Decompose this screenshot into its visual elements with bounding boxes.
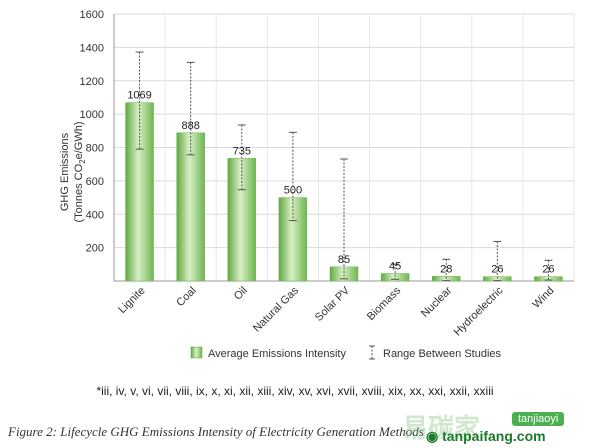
data-label-1: 888	[181, 120, 199, 132]
watermark-url-text: tanpaifang.com	[442, 428, 546, 444]
y-tick-label: 400	[86, 209, 104, 221]
legend-bar-swatch	[190, 346, 203, 359]
figure-caption: Figure 2: Lifecycle GHG Emissions Intens…	[8, 424, 424, 439]
data-label-3: 500	[284, 185, 302, 197]
watermark-globe-icon: ◉	[426, 428, 443, 444]
data-label-7: 26	[491, 264, 503, 276]
bar-0	[125, 102, 154, 282]
y-axis-label-line2-end: e/GWh)	[73, 121, 85, 159]
error-bar-0	[135, 51, 144, 150]
category-label-0: Lignite	[116, 285, 147, 316]
legend-range-label: Range Between Studies	[383, 348, 502, 360]
category-label-4: Solar PV	[313, 284, 353, 324]
category-label-8: Wind	[530, 285, 556, 311]
data-label-0: 1069	[127, 90, 151, 102]
legend-range-icon	[369, 345, 375, 360]
data-label-4: 85	[338, 254, 350, 266]
data-label-6: 28	[440, 263, 452, 275]
error-bar-3	[288, 131, 297, 222]
bar-1	[176, 132, 205, 282]
y-tick-label: 800	[86, 143, 104, 155]
y-tick-label: 1200	[80, 76, 104, 88]
error-bar-7	[493, 240, 502, 282]
bar-4	[329, 266, 359, 282]
error-bar-2	[237, 124, 246, 191]
error-bar-8	[544, 259, 553, 281]
bar-3	[278, 197, 308, 282]
error-bar-5	[391, 263, 400, 280]
watermark-url: ◉ tanpaifang.com	[426, 428, 546, 445]
bars	[125, 102, 563, 282]
data-labels: 1069 888 735 500 85 45 28 26 26	[127, 90, 554, 276]
error-bar-6	[442, 258, 451, 282]
data-label-5: 45	[389, 260, 401, 272]
category-label-3: Natural Gas	[251, 284, 301, 334]
legend: Average Emissions Intensity Range Betwee…	[190, 345, 502, 360]
error-bar-4	[340, 158, 348, 280]
y-tick-label: 1400	[80, 42, 104, 54]
y-axis-label-line2-start: (Tonnes CO	[73, 163, 85, 222]
y-axis-label-subscript: 2	[78, 159, 87, 164]
data-label-2: 735	[233, 145, 251, 157]
watermark-pinyin-badge: tanjiaoyi	[512, 412, 565, 426]
category-label-1: Coal	[174, 285, 198, 309]
category-labels: Lignite Coal Oil Natural Gas Solar PV Biomass…	[116, 284, 556, 338]
y-tick-label: 1600	[80, 9, 104, 21]
ghg-emissions-chart: 200 400 600 800 1000 1200 1400 1600 1069 888 735 5…	[59, 9, 575, 360]
y-tick-label: 600	[86, 176, 104, 188]
y-tick-labels: 200 400 600 800 1000 1200 1400 1600	[80, 9, 104, 255]
y-axis-label-line1: GHG Emissions	[59, 132, 71, 211]
error-bar-1	[186, 61, 195, 156]
y-axis-label-line2: (Tonnes CO2e/GWh)	[73, 121, 87, 222]
watermark: 易碳家 tanjiaoyi ◉ tanpaifang.com	[402, 410, 588, 446]
bar-5	[380, 273, 410, 282]
data-label-8: 26	[542, 264, 554, 276]
category-label-2: Oil	[232, 285, 250, 303]
legend-bar-label: Average Emissions Intensity	[208, 348, 346, 360]
category-label-6: Nuclear	[419, 284, 455, 320]
y-tick-label: 200	[86, 243, 104, 255]
range-error-bars	[135, 51, 553, 282]
watermark-cn-text: 易碳家	[402, 414, 481, 444]
reference-list: *iii, iv, v, vi, vii, viii, ix, x, xi, x…	[96, 384, 494, 398]
y-tick-label: 1000	[80, 109, 104, 121]
category-label-5: Biomass	[365, 284, 404, 323]
bar-2	[227, 158, 257, 282]
category-label-7: Hydroelectric	[452, 284, 506, 338]
